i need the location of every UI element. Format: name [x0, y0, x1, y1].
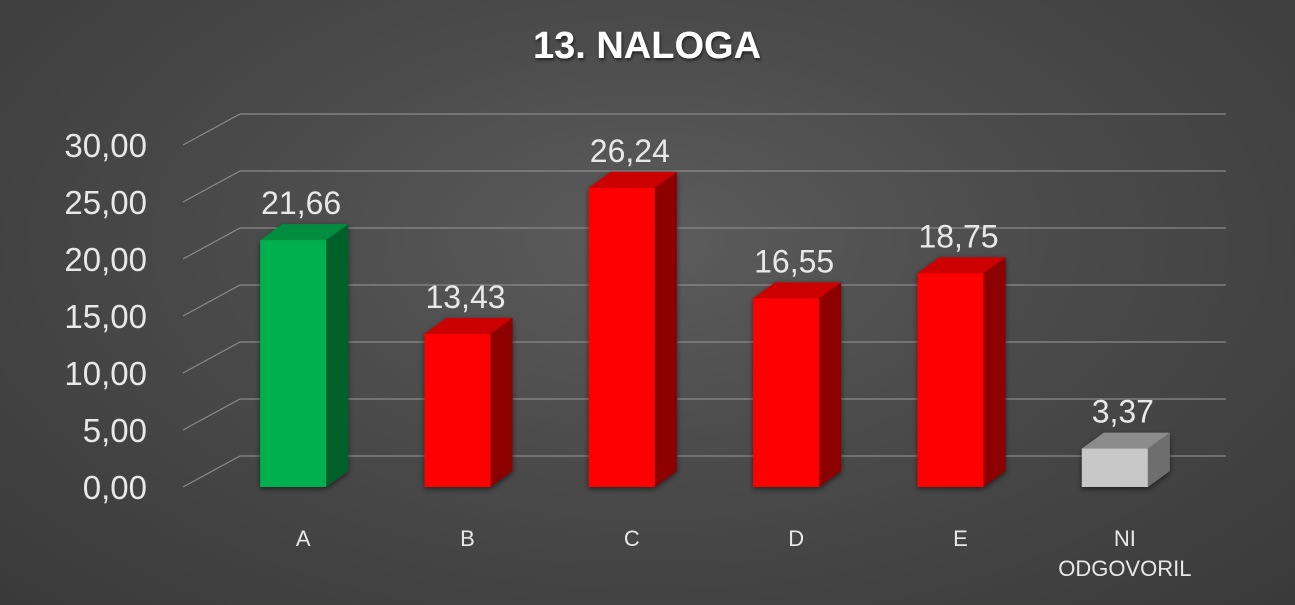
x-axis-ticks: A B C D E NI ODGOVORIL — [296, 526, 1192, 581]
gridline — [182, 227, 1226, 260]
y-tick-label: 0,00 — [83, 469, 147, 506]
bars — [260, 171, 1170, 488]
data-labels: 21,66 13,43 26,24 16,55 18,75 3,37 — [261, 133, 1154, 430]
data-label: 3,37 — [1092, 394, 1154, 430]
chart-title: 13. NALOGA — [533, 25, 761, 67]
bar-front — [588, 187, 655, 487]
gridline — [182, 398, 1226, 431]
bar — [260, 224, 349, 488]
y-tick-label: 10,00 — [64, 355, 147, 392]
bar-front — [424, 333, 491, 487]
gridlines — [182, 113, 1226, 488]
y-tick-label: 20,00 — [64, 241, 147, 278]
y-tick-label: 30,00 — [64, 127, 147, 164]
data-label: 13,43 — [425, 279, 505, 315]
x-tick-label: E — [953, 526, 968, 551]
bar-top — [424, 317, 513, 334]
bar-side — [326, 224, 349, 488]
bar — [588, 171, 677, 487]
bar-front — [917, 273, 984, 487]
bar-top — [753, 282, 842, 299]
bar — [753, 282, 842, 487]
y-tick-label: 5,00 — [83, 412, 147, 449]
gridline — [182, 170, 1226, 203]
x-tick-label: C — [624, 526, 640, 551]
bar — [1081, 432, 1170, 487]
bar-side — [819, 282, 842, 487]
bar-side — [654, 171, 677, 487]
bar-front — [753, 298, 820, 487]
data-label: 18,75 — [918, 218, 998, 254]
y-axis-ticks: 0,00 5,00 10,00 15,00 20,00 25,00 30,00 — [64, 127, 147, 506]
bar-side — [490, 317, 513, 487]
x-tick-label: D — [788, 526, 804, 551]
bar-side — [1147, 432, 1170, 487]
data-label: 16,55 — [754, 243, 834, 279]
bar-side — [983, 257, 1006, 487]
x-tick-label: A — [296, 526, 311, 551]
y-tick-label: 15,00 — [64, 298, 147, 335]
bar-front — [1081, 448, 1148, 487]
bar-top — [260, 224, 349, 241]
gridline — [182, 284, 1226, 317]
gridline — [182, 341, 1226, 374]
bar — [917, 257, 1006, 487]
bar-top — [588, 171, 677, 188]
y-tick-label: 25,00 — [64, 184, 147, 221]
bar-front — [260, 240, 327, 487]
data-label: 26,24 — [590, 133, 670, 169]
x-tick-label: NI ODGOVORIL — [1058, 526, 1191, 581]
bar-top — [1081, 432, 1170, 449]
x-tick-label: B — [460, 526, 475, 551]
bar — [424, 317, 513, 487]
bar-top — [917, 257, 1006, 274]
gridline — [182, 113, 1226, 146]
gridline — [182, 455, 1226, 488]
data-label: 21,66 — [261, 185, 341, 221]
